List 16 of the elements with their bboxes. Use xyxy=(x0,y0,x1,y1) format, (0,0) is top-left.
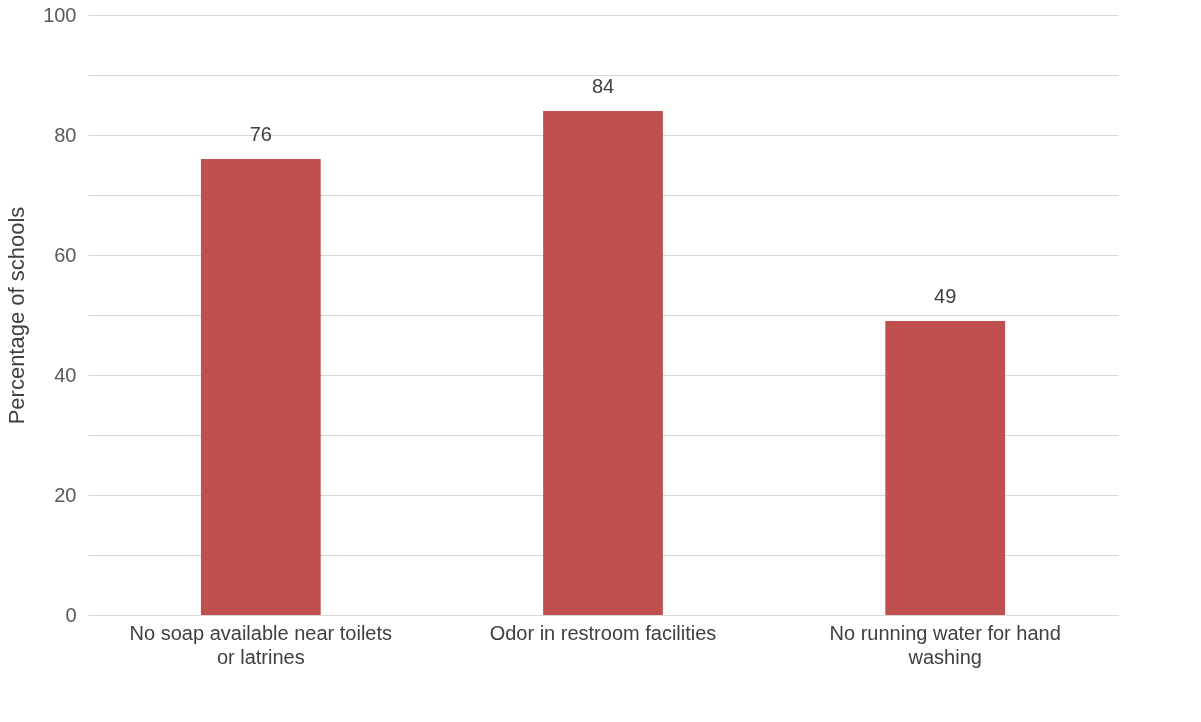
y-tick-label: 100 xyxy=(43,3,77,26)
bar xyxy=(543,111,663,615)
bar xyxy=(885,321,1006,615)
data-label: 49 xyxy=(934,285,957,307)
x-tick-label: Odor in restroom facilities xyxy=(489,621,717,644)
y-tick-label: 60 xyxy=(54,243,77,266)
y-tick-label: 40 xyxy=(54,363,77,386)
y-tick-label: 0 xyxy=(65,603,77,626)
x-tick-label: No soap available near toilets or latrines xyxy=(129,621,392,668)
y-axis-title: Percentage of schools xyxy=(4,206,30,425)
x-tick-label: No running water for hand washing xyxy=(829,621,1061,668)
y-tick-label: 80 xyxy=(54,123,77,146)
data-label: 76 xyxy=(249,123,272,145)
data-label: 84 xyxy=(591,75,615,97)
bar xyxy=(200,159,321,615)
y-tick-label: 20 xyxy=(54,483,77,506)
